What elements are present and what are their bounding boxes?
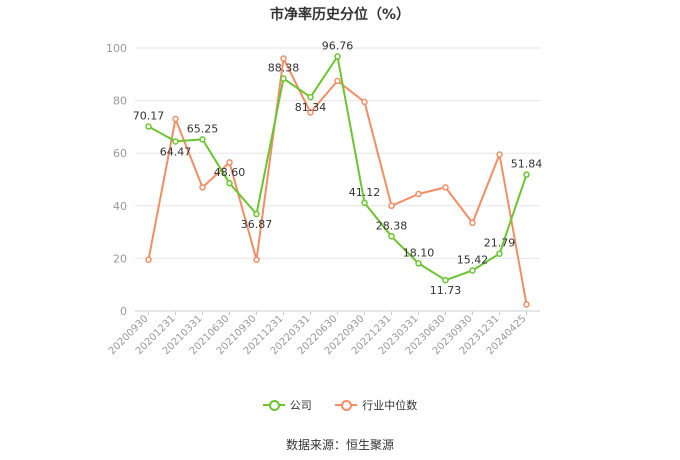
y-tick-label: 40 <box>113 200 127 213</box>
line-chart: 0204060801002020093020201231202103312021… <box>106 40 543 358</box>
industry-median-point <box>361 98 368 106</box>
industry-median-line <box>147 57 528 305</box>
company-data-label: 96.76 <box>322 40 354 53</box>
y-tick-label: 80 <box>113 95 127 108</box>
industry-median-point <box>523 301 530 308</box>
company-data-label: 41.12 <box>349 186 381 199</box>
legend-marker-industry-median <box>335 399 358 411</box>
y-tick-label: 60 <box>113 147 127 160</box>
y-tick-label: 100 <box>106 42 127 55</box>
industry-median-point <box>496 151 503 158</box>
industry-median-point <box>253 256 260 263</box>
company-point <box>388 233 395 240</box>
company-data-label: 64.47 <box>160 145 192 158</box>
legend: 公司 行业中位数 <box>0 397 680 414</box>
y-tick-label: 20 <box>113 252 127 265</box>
company-data-label: 70.17 <box>133 109 165 122</box>
company-point <box>469 267 476 274</box>
grid-lines <box>135 47 540 312</box>
industry-median-point <box>199 184 206 191</box>
company-point <box>199 136 206 143</box>
industry-median-point <box>415 190 422 198</box>
company-point <box>253 210 260 218</box>
y-tick-label: 0 <box>120 305 127 318</box>
company-point <box>415 260 422 267</box>
company-point <box>145 123 152 130</box>
company-data-label: 18.10 <box>403 246 435 259</box>
company-data-label: 11.73 <box>430 284 462 297</box>
company-point <box>361 199 368 207</box>
industry-median-point <box>172 115 179 123</box>
legend-label-industry-median: 行业中位数 <box>362 399 418 412</box>
company-point <box>280 75 287 82</box>
company-data-label: 65.25 <box>187 122 219 135</box>
series-lines <box>145 53 530 308</box>
axes: 0204060801002020093020201231202103312021… <box>106 42 529 357</box>
company-line <box>148 55 528 282</box>
company-point <box>523 171 530 178</box>
industry-median-point <box>145 256 152 263</box>
company-data-label: 48.60 <box>214 166 246 179</box>
industry-median-point <box>469 219 476 227</box>
company-point <box>226 179 233 187</box>
legend-label-company: 公司 <box>289 399 312 412</box>
company-data-label: 36.87 <box>241 218 273 231</box>
company-data-label: 81.34 <box>295 101 327 114</box>
legend-marker-company <box>262 399 285 411</box>
industry-median-point <box>388 202 395 210</box>
company-point <box>307 93 314 101</box>
industry-median-point <box>280 55 287 62</box>
industry-median-point <box>307 109 314 116</box>
legend-item-industry-median[interactable]: 行业中位数 <box>335 397 417 413</box>
chart-title: 市净率历史分位（%） <box>269 7 411 23</box>
legend-item-company[interactable]: 公司 <box>262 397 312 413</box>
company-data-label: 28.38 <box>376 219 408 232</box>
company-data-label: 21.79 <box>484 237 516 250</box>
company-data-label: 88.38 <box>268 62 300 75</box>
industry-median-point <box>334 77 341 85</box>
company-data-label: 15.42 <box>457 253 489 266</box>
industry-median-point <box>226 159 233 166</box>
company-point <box>442 276 449 284</box>
company-point <box>172 138 179 145</box>
company-point <box>496 250 503 257</box>
industry-median-point <box>442 184 449 191</box>
company-point <box>334 53 341 60</box>
data-labels: 70.17 64.47 65.25 48.60 36.87 88.38 81.34 96.76… <box>133 40 543 298</box>
company-data-label: 51.84 <box>511 158 543 171</box>
source-note: 数据来源：恒生聚源 <box>285 438 394 452</box>
